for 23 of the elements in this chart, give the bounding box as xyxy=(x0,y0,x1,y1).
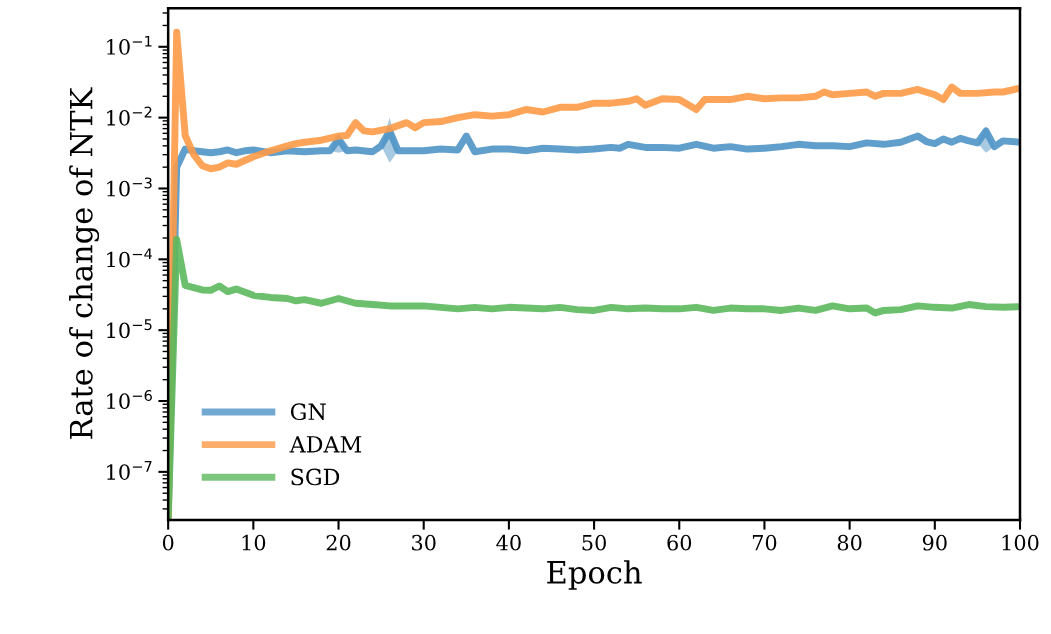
x-tick-label: 70 xyxy=(752,534,777,551)
x-tick-label: 30 xyxy=(412,534,436,551)
legend-label: SGD xyxy=(291,468,340,486)
x-tick-label: 50 xyxy=(582,534,606,551)
x-tick-label: 90 xyxy=(922,534,947,551)
y-tick-label: 10$^{−2}$ xyxy=(107,106,152,126)
y-tick-label: 10$^{−7}$ xyxy=(107,461,152,480)
y-axis-title: Rate of change of NTK xyxy=(69,87,100,439)
x-tick-label: 0 xyxy=(162,534,174,551)
y-tick-label: 10$^{−3}$ xyxy=(107,177,152,197)
legend-label: ADAM xyxy=(289,436,362,453)
x-tick-label: 10 xyxy=(242,534,266,551)
x-tick-label: 40 xyxy=(496,534,521,551)
x-tick-label: 100 xyxy=(1002,534,1039,551)
x-tick-label: 80 xyxy=(837,534,862,551)
x-tick-label: 20 xyxy=(326,534,351,551)
x-tick-label: 60 xyxy=(667,534,692,551)
x-axis-title: Epoch xyxy=(547,560,642,590)
y-tick-label: 10$^{−5}$ xyxy=(107,319,152,339)
y-tick-label: 10$^{−1}$ xyxy=(107,35,152,55)
legend-label: GN xyxy=(290,403,326,421)
y-tick-label: 10$^{−6}$ xyxy=(107,389,152,410)
y-tick-label: 10$^{−4}$ xyxy=(107,248,153,268)
